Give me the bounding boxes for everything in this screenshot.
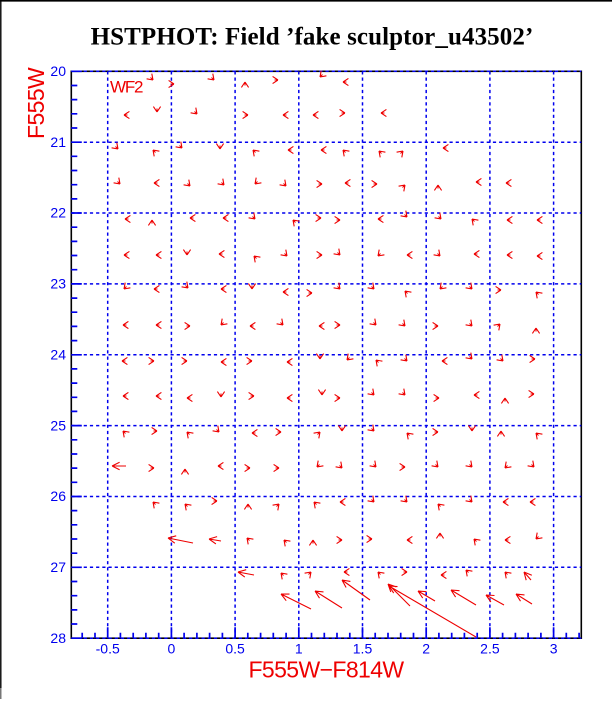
- svg-text:20: 20: [50, 63, 66, 79]
- svg-text:2: 2: [422, 641, 430, 657]
- svg-text:24: 24: [50, 346, 66, 362]
- svg-text:3: 3: [550, 641, 558, 657]
- svg-text:22: 22: [50, 205, 66, 221]
- svg-text:23: 23: [50, 276, 66, 292]
- svg-text:1.5: 1.5: [353, 641, 373, 657]
- svg-text:0.5: 0.5: [225, 641, 245, 657]
- svg-text:F555W: F555W: [23, 67, 49, 139]
- svg-text:WF2: WF2: [110, 78, 143, 97]
- svg-text:25: 25: [50, 417, 66, 433]
- svg-text:0: 0: [168, 641, 176, 657]
- svg-text:-0.5: -0.5: [96, 641, 120, 657]
- svg-text:21: 21: [50, 134, 66, 150]
- svg-text:F555W−F814W: F555W−F814W: [248, 657, 404, 683]
- svg-text:2.5: 2.5: [480, 641, 500, 657]
- svg-text:HSTPHOT: Field ’fake sculptor_: HSTPHOT: Field ’fake sculptor_u43502’: [91, 24, 534, 51]
- svg-text:28: 28: [50, 630, 66, 646]
- svg-text:26: 26: [50, 488, 66, 504]
- svg-text:1: 1: [295, 641, 303, 657]
- svg-text:27: 27: [50, 559, 66, 575]
